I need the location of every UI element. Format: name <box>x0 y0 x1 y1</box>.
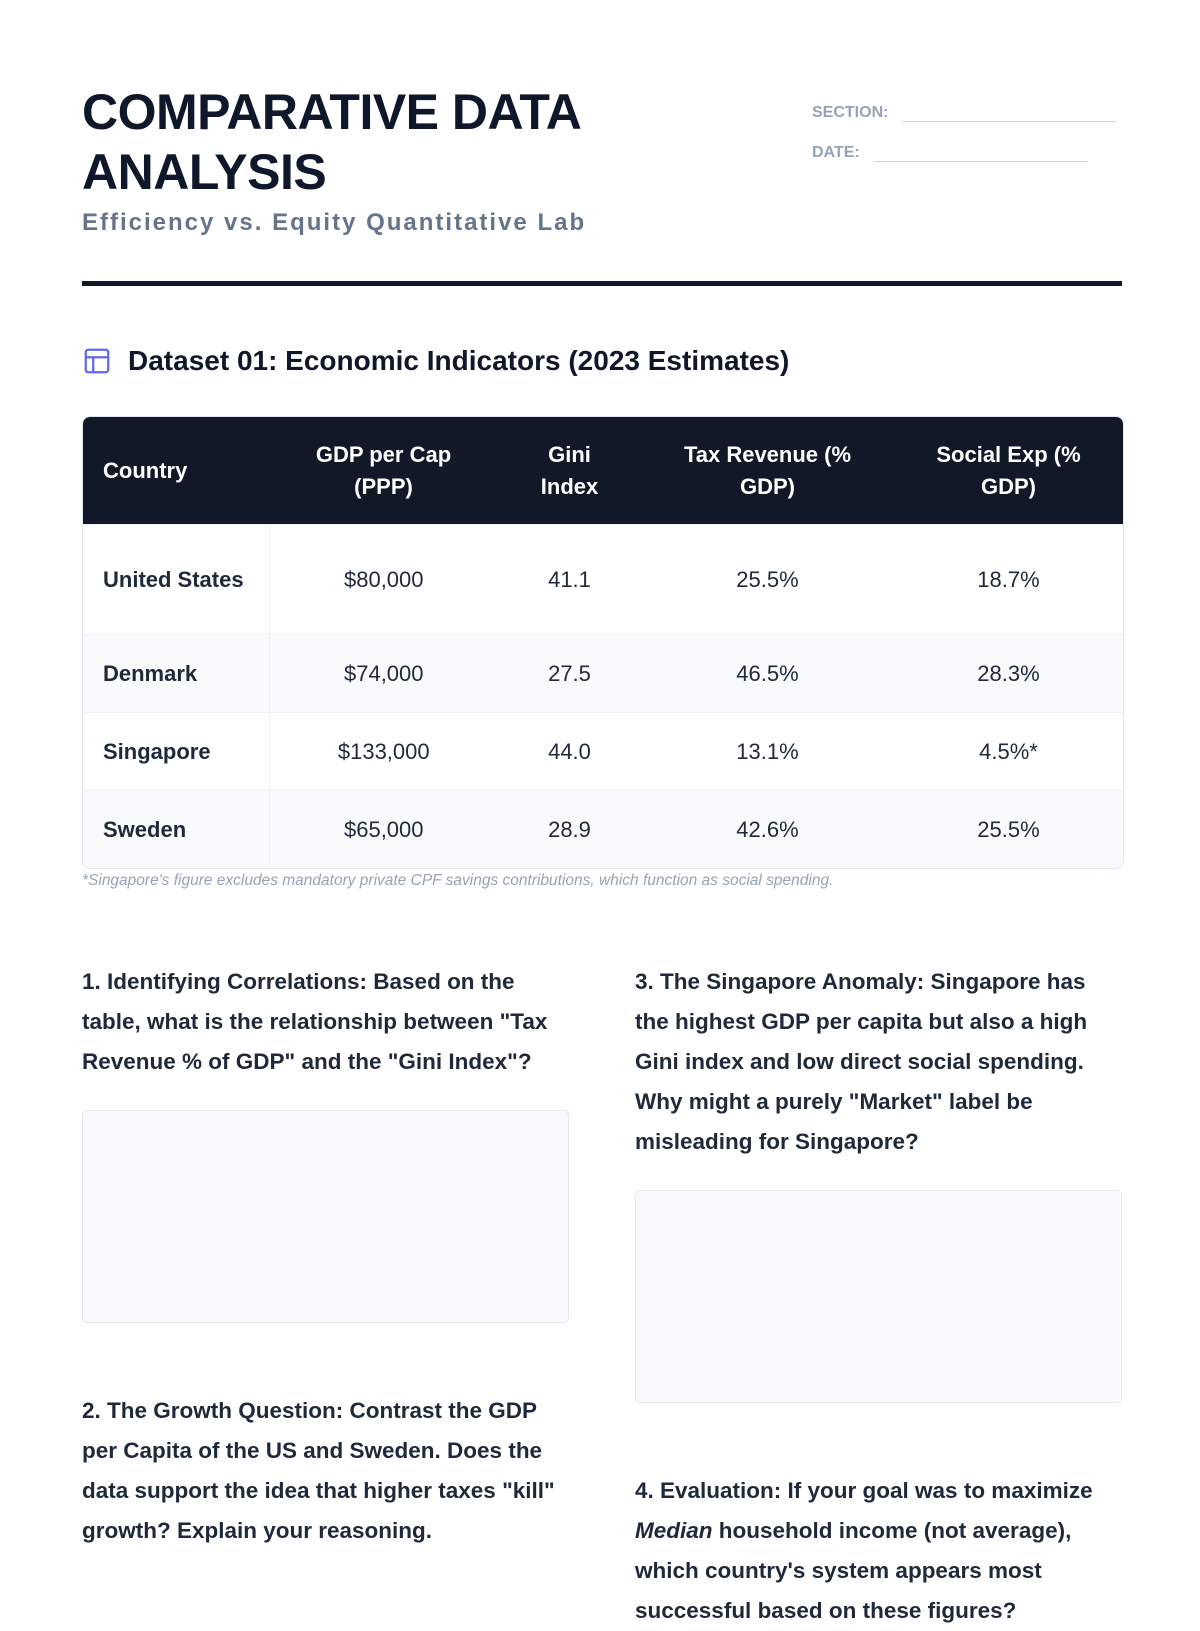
cell: 42.6% <box>641 790 894 868</box>
table-row: Denmark $74,000 27.5 46.5% 28.3% <box>83 634 1123 713</box>
table-body: United States $80,000 41.1 25.5% 18.7% Denmar… <box>83 524 1123 868</box>
cell: 28.9 <box>498 790 641 868</box>
answer-box[interactable] <box>635 1190 1122 1403</box>
cell: 25.5% <box>894 790 1123 868</box>
column-header: Country <box>83 417 269 525</box>
table-row: United States $80,000 41.1 25.5% 18.7% <box>83 524 1123 635</box>
question: 3. The Singapore Anomaly: Singapore has … <box>635 969 1088 1154</box>
fields: SECTION: DATE: <box>812 82 1117 162</box>
cell: 44.0 <box>498 712 641 791</box>
footnote: *Singapore's figure excludes mandatory p… <box>82 872 834 889</box>
question: 1. Identifying Correlations: Based on th… <box>82 969 548 1074</box>
cell: 4.5%* <box>894 712 1123 791</box>
title: COMPARATIVE DATA ANALYSIS <box>82 84 580 200</box>
dataset-title: Dataset 01: Economic Indicators (2023 Es… <box>128 345 790 376</box>
table-icon <box>84 348 110 374</box>
question-text: 4. Evaluation: If your goal was to maxim… <box>635 1478 1093 1503</box>
field: DATE: <box>812 122 1116 162</box>
column: 3. The Singapore Anomaly: Singapore has … <box>635 962 1122 1631</box>
cell: 41.1 <box>498 524 641 635</box>
cell: 46.5% <box>641 634 894 713</box>
dataset-heading: Dataset 01: Economic Indicators (2023 Es… <box>82 345 789 377</box>
header-row: Country GDP per Cap (PPP) Gini Index Tax Re… <box>83 417 1123 525</box>
cell: 28.3% <box>894 634 1123 713</box>
questions: 1. Identifying Correlations: Based on th… <box>82 962 1122 1631</box>
row-label: United States <box>83 524 270 635</box>
column-header: GDP per Cap (PPP) <box>269 417 498 525</box>
cell: $80,000 <box>269 524 498 635</box>
row-label: Sweden <box>83 790 270 868</box>
field-line[interactable] <box>902 99 1117 122</box>
cell: $74,000 <box>269 634 498 713</box>
cell: 27.5 <box>498 634 641 713</box>
question: 2. The Growth Question: Contrast the GDP… <box>82 1398 555 1543</box>
column-header: Gini Index <box>498 417 641 525</box>
field-line[interactable] <box>873 139 1088 162</box>
cell: $65,000 <box>269 790 498 868</box>
subtitle: Efficiency vs. Equity Quantitative Lab <box>82 209 587 236</box>
column: 1. Identifying Correlations: Based on th… <box>82 962 569 1631</box>
table-wrap: Country GDP per Cap (PPP) Gini Index Tax Re… <box>82 416 1124 869</box>
data-table: Country GDP per Cap (PPP) Gini Index Tax Re… <box>83 417 1123 868</box>
column-header: Social Exp (% GDP) <box>894 417 1123 525</box>
table-row: Sweden $65,000 28.9 42.6% 25.5% <box>83 790 1123 868</box>
row-label: Singapore <box>83 712 270 791</box>
row-label: Denmark <box>83 634 270 713</box>
question: 4. Evaluation: If your goal was to maxim… <box>635 1471 1122 1631</box>
cell: 18.7% <box>894 524 1123 635</box>
emphasis: Median <box>635 1518 713 1543</box>
field-label: DATE: <box>812 144 860 161</box>
column-header: Tax Revenue (% GDP) <box>641 417 894 525</box>
cell: 25.5% <box>641 524 894 635</box>
field: SECTION: <box>812 82 1117 122</box>
field-label: SECTION: <box>812 104 889 121</box>
divider <box>82 281 1122 286</box>
answer-box[interactable] <box>82 1110 569 1323</box>
cell: 13.1% <box>641 712 894 791</box>
table-row: Singapore $133,000 44.0 13.1% 4.5%* <box>83 712 1123 791</box>
cell: $133,000 <box>269 712 498 791</box>
